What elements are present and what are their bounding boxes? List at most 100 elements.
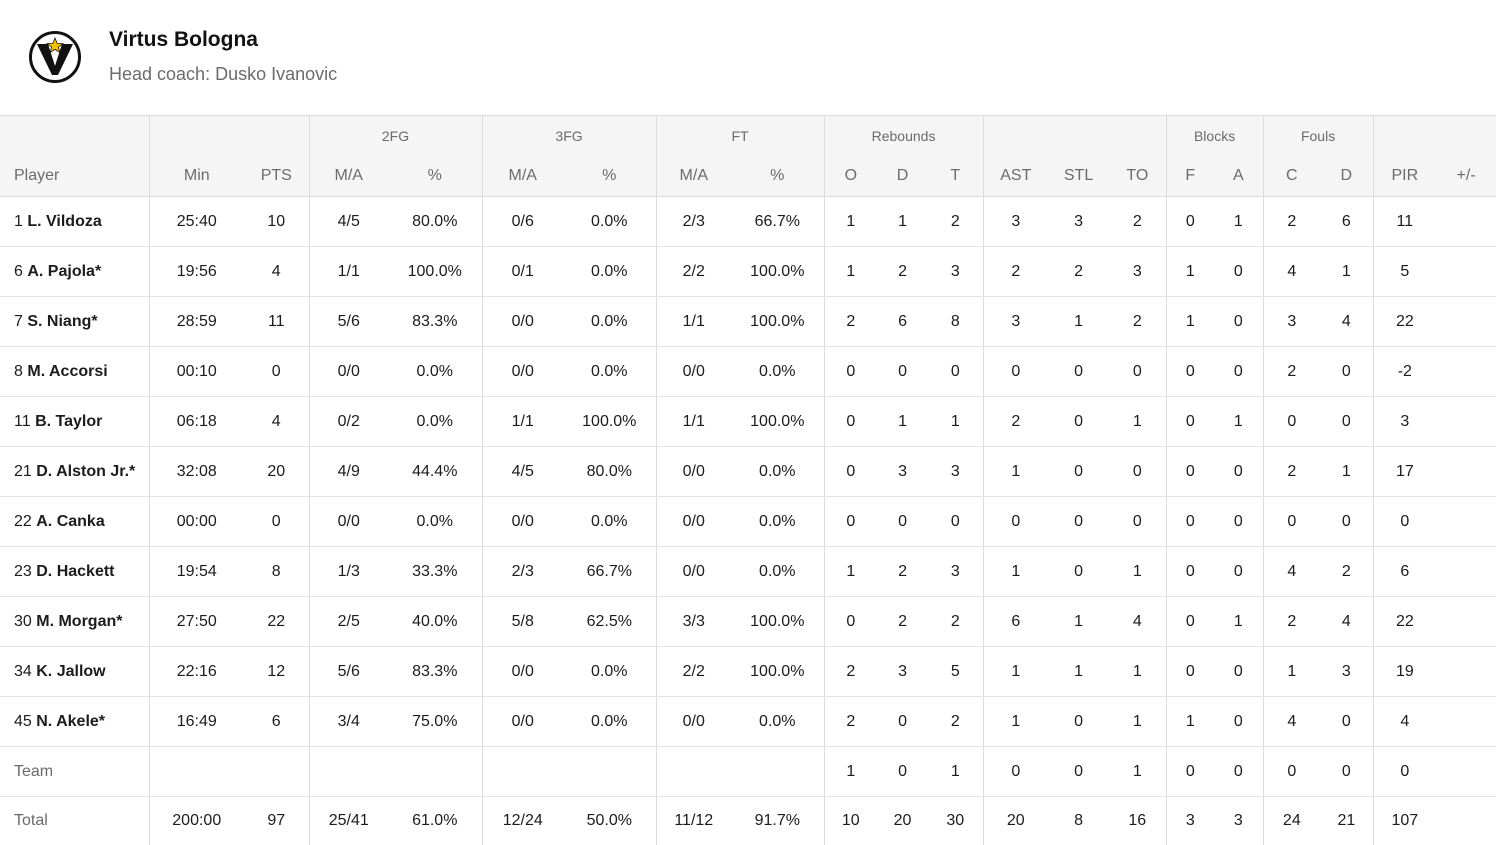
col-blk-f[interactable]: F: [1166, 155, 1214, 197]
player-to: 1: [1109, 647, 1166, 697]
player-reb-o: 2: [824, 697, 877, 747]
col-min[interactable]: Min: [149, 155, 244, 197]
player-name-link[interactable]: M. Accorsi: [27, 363, 107, 380]
player-3fg-pct: 100.0%: [563, 397, 656, 447]
player-cell: 21 D. Alston Jr.*: [0, 447, 149, 497]
head-coach: Head coach: Dusko Ivanovic: [109, 64, 337, 85]
player-3fg-pct: 0.0%: [563, 297, 656, 347]
total-label: Total: [0, 797, 149, 845]
player-ft-ma: 2/2: [656, 647, 731, 697]
player-name-link[interactable]: D. Hackett: [36, 563, 114, 580]
player-ast: 3: [983, 297, 1048, 347]
player-foul-d: 4: [1320, 297, 1373, 347]
player-name-link[interactable]: S. Niang*: [27, 313, 97, 330]
player-name-link[interactable]: D. Alston Jr.*: [36, 463, 135, 480]
col-stl[interactable]: STL: [1048, 155, 1109, 197]
player-blk-f: 0: [1166, 597, 1214, 647]
player-3fg-ma: 2/3: [482, 547, 563, 597]
player-min: 22:16: [149, 647, 244, 697]
player-name-link[interactable]: N. Akele*: [36, 713, 105, 730]
col-ast[interactable]: AST: [983, 155, 1048, 197]
player-pir: 22: [1373, 297, 1436, 347]
player-to: 1: [1109, 397, 1166, 447]
group-3fg: 3FG: [482, 116, 656, 156]
player-name-link[interactable]: K. Jallow: [36, 663, 105, 680]
player-2fg-ma: 1/3: [309, 547, 388, 597]
player-blk-a: 0: [1214, 347, 1263, 397]
group-fouls: Fouls: [1263, 116, 1373, 156]
col-player[interactable]: Player: [0, 155, 149, 197]
player-pir: 17: [1373, 447, 1436, 497]
col-blk-a[interactable]: A: [1214, 155, 1263, 197]
team-reb-t: 1: [928, 747, 983, 797]
player-ft-ma: 1/1: [656, 297, 731, 347]
player-stl: 0: [1048, 697, 1109, 747]
col-plus-minus[interactable]: +/-: [1436, 155, 1496, 197]
col-pts[interactable]: PTS: [244, 155, 309, 197]
col-3fg-ma[interactable]: M/A: [482, 155, 563, 197]
player-3fg-ma: 4/5: [482, 447, 563, 497]
player-name-link[interactable]: M. Morgan*: [36, 613, 122, 630]
total-blk-f: 3: [1166, 797, 1214, 845]
col-pir[interactable]: PIR: [1373, 155, 1436, 197]
player-foul-d: 4: [1320, 597, 1373, 647]
team-to: 1: [1109, 747, 1166, 797]
player-foul-d: 0: [1320, 697, 1373, 747]
col-reb-d[interactable]: D: [877, 155, 928, 197]
player-3fg-pct: 0.0%: [563, 347, 656, 397]
player-2fg-pct: 83.3%: [388, 647, 482, 697]
player-foul-d: 6: [1320, 197, 1373, 247]
player-number: 30: [14, 613, 32, 630]
player-pts: 4: [244, 397, 309, 447]
player-min: 19:54: [149, 547, 244, 597]
player-foul-d: 1: [1320, 447, 1373, 497]
player-2fg-pct: 100.0%: [388, 247, 482, 297]
player-3fg-ma: 0/0: [482, 297, 563, 347]
player-name-link[interactable]: B. Taylor: [35, 413, 102, 430]
player-foul-d: 0: [1320, 497, 1373, 547]
player-name-link[interactable]: L. Vildoza: [27, 213, 101, 230]
player-number: 6: [14, 263, 23, 280]
col-reb-o[interactable]: O: [824, 155, 877, 197]
player-reb-o: 0: [824, 447, 877, 497]
player-number: 23: [14, 563, 32, 580]
col-3fg-pct[interactable]: %: [563, 155, 656, 197]
player-ast: 0: [983, 497, 1048, 547]
player-pir: 5: [1373, 247, 1436, 297]
player-name-link[interactable]: A. Pajola*: [27, 263, 101, 280]
player-ft-pct: 100.0%: [731, 297, 824, 347]
team-reb-d: 0: [877, 747, 928, 797]
col-foul-c[interactable]: C: [1263, 155, 1320, 197]
player-2fg-ma: 0/0: [309, 347, 388, 397]
player-pts: 8: [244, 547, 309, 597]
col-ft-pct[interactable]: %: [731, 155, 824, 197]
player-cell: 7 S. Niang*: [0, 297, 149, 347]
player-reb-o: 1: [824, 547, 877, 597]
player-pts: 12: [244, 647, 309, 697]
player-blk-a: 1: [1214, 197, 1263, 247]
player-cell: 45 N. Akele*: [0, 697, 149, 747]
player-3fg-pct: 62.5%: [563, 597, 656, 647]
player-name-link[interactable]: A. Canka: [36, 513, 104, 530]
col-ft-ma[interactable]: M/A: [656, 155, 731, 197]
player-min: 32:08: [149, 447, 244, 497]
player-3fg-pct: 80.0%: [563, 447, 656, 497]
col-to[interactable]: TO: [1109, 155, 1166, 197]
player-blk-a: 0: [1214, 297, 1263, 347]
player-pir: 4: [1373, 697, 1436, 747]
player-reb-o: 1: [824, 197, 877, 247]
col-2fg-ma[interactable]: M/A: [309, 155, 388, 197]
player-reb-t: 2: [928, 197, 983, 247]
player-foul-c: 2: [1263, 197, 1320, 247]
col-2fg-pct[interactable]: %: [388, 155, 482, 197]
total-3fg-ma: 12/24: [482, 797, 563, 845]
player-min: 27:50: [149, 597, 244, 647]
player-cell: 30 M. Morgan*: [0, 597, 149, 647]
player-pts: 4: [244, 247, 309, 297]
col-reb-t[interactable]: T: [928, 155, 983, 197]
player-min: 16:49: [149, 697, 244, 747]
column-header-row: Player Min PTS M/A % M/A % M/A % O D T A…: [0, 155, 1496, 197]
col-foul-d[interactable]: D: [1320, 155, 1373, 197]
